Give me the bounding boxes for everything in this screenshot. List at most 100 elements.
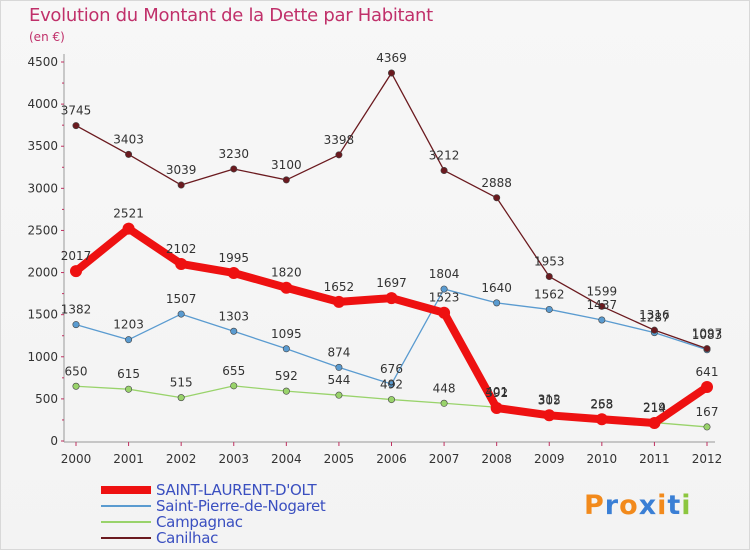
data-label: 392 — [485, 386, 508, 400]
data-point — [648, 416, 661, 429]
data-label: 1303 — [218, 309, 249, 323]
data-label: 676 — [380, 362, 403, 376]
data-label: 492 — [380, 378, 403, 392]
data-point — [230, 165, 238, 173]
data-point — [440, 285, 448, 293]
data-label: 1095 — [271, 327, 302, 341]
data-label: 1083 — [692, 328, 723, 342]
y-tick-label: 1000 — [27, 350, 58, 364]
x-tick-label: 2003 — [218, 452, 249, 466]
data-point — [703, 423, 711, 431]
data-point — [175, 257, 188, 270]
logo-letter: i — [657, 490, 668, 521]
data-label: 258 — [590, 397, 613, 411]
x-tick-label: 2012 — [692, 452, 723, 466]
legend-swatch — [101, 486, 151, 494]
data-point — [440, 399, 448, 407]
x-tick-label: 2009 — [534, 452, 565, 466]
chart-subtitle: (en €) — [29, 30, 65, 44]
data-label: 1437 — [587, 298, 618, 312]
chart-title: Evolution du Montant de la Dette par Hab… — [29, 5, 433, 26]
x-tick-label: 2000 — [61, 452, 92, 466]
data-point — [335, 151, 343, 159]
data-point — [440, 166, 448, 174]
data-point — [122, 222, 135, 235]
data-point — [703, 345, 711, 353]
y-tick-label: 2000 — [27, 266, 58, 280]
data-label: 263 — [590, 397, 613, 411]
logo-letter: t — [667, 490, 682, 521]
data-label: 515 — [170, 376, 193, 390]
legend-label: Saint-Pierre-de-Nogaret — [156, 497, 326, 515]
data-point — [387, 396, 395, 404]
logo-letter: o — [619, 490, 639, 521]
data-label: 1804 — [429, 267, 460, 281]
data-label: 655 — [222, 364, 245, 378]
data-label: 1562 — [534, 287, 565, 301]
data-label: 874 — [327, 345, 350, 359]
data-label: 2102 — [166, 242, 197, 256]
y-tick-label: 4000 — [27, 97, 58, 111]
logo-letter: i — [681, 490, 692, 521]
data-label: 448 — [433, 381, 456, 395]
data-label: 1995 — [218, 251, 249, 265]
data-label: 3230 — [218, 147, 249, 161]
data-point — [387, 69, 395, 77]
x-tick-label: 2002 — [166, 452, 197, 466]
data-label: 641 — [696, 365, 719, 379]
data-point — [125, 336, 133, 344]
logo-letter: r — [604, 490, 620, 521]
legend-swatch — [101, 521, 151, 523]
y-tick-label: 3000 — [27, 181, 58, 195]
data-label: 214 — [643, 401, 666, 415]
data-label: 2017 — [61, 249, 92, 263]
data-point — [545, 273, 553, 281]
data-point — [701, 381, 713, 394]
data-point — [598, 316, 606, 324]
data-label: 1599 — [587, 284, 618, 298]
legend-item: SAINT-LAURENT-D'OLT — [101, 481, 401, 499]
data-label: 592 — [275, 369, 298, 383]
data-point — [72, 321, 80, 329]
data-label: 1316 — [639, 308, 670, 322]
data-point — [543, 409, 556, 422]
data-point — [387, 380, 395, 388]
data-point — [177, 310, 185, 318]
x-tick-label: 2008 — [481, 452, 512, 466]
x-tick-label: 2011 — [639, 452, 670, 466]
data-label: 3039 — [166, 163, 197, 177]
legend-label: SAINT-LAURENT-D'OLT — [156, 481, 317, 499]
legend-item: Canilhac — [101, 529, 401, 547]
y-tick-label: 3500 — [27, 139, 58, 153]
legend-label: Campagnac — [156, 513, 243, 531]
data-label: 4369 — [376, 51, 407, 65]
data-point — [177, 394, 185, 402]
data-label: 3745 — [61, 104, 92, 118]
data-point — [282, 176, 290, 184]
data-point — [282, 345, 290, 353]
data-point — [335, 391, 343, 399]
y-tick-label: 1500 — [27, 308, 58, 322]
data-point — [282, 387, 290, 395]
data-label: 305 — [538, 393, 561, 407]
data-label: 1820 — [271, 266, 302, 280]
data-label: 3403 — [113, 132, 144, 146]
data-point — [332, 295, 345, 308]
legend-label: Canilhac — [156, 529, 219, 547]
data-label: 1203 — [113, 318, 144, 332]
x-tick-label: 2004 — [271, 452, 302, 466]
data-label: 1697 — [376, 276, 407, 290]
legend-item: Saint-Pierre-de-Nogaret — [101, 497, 401, 515]
data-label: 1097 — [692, 327, 723, 341]
legend-swatch — [101, 537, 151, 539]
data-point — [490, 401, 503, 414]
data-point — [545, 305, 553, 313]
data-label: 2888 — [481, 176, 512, 190]
data-point — [595, 413, 608, 426]
data-point — [177, 181, 185, 189]
data-label: 1523 — [429, 291, 460, 305]
data-label: 3398 — [324, 133, 355, 147]
data-point — [125, 150, 133, 158]
